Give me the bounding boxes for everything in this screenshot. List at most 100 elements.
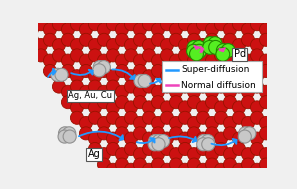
Circle shape [26,23,39,36]
Circle shape [206,64,219,77]
FancyBboxPatch shape [162,61,262,92]
Circle shape [243,127,256,140]
Circle shape [169,54,183,67]
Circle shape [51,68,64,81]
Circle shape [178,132,192,145]
Circle shape [106,80,119,93]
Circle shape [124,111,138,124]
Circle shape [97,60,110,74]
Circle shape [89,132,102,145]
Circle shape [97,54,110,67]
Circle shape [124,18,138,31]
Circle shape [43,33,56,46]
Circle shape [178,143,192,156]
Circle shape [250,49,263,62]
Circle shape [89,143,102,156]
Circle shape [233,101,246,114]
Circle shape [133,127,146,140]
Circle shape [233,143,246,156]
Circle shape [61,85,75,98]
Circle shape [34,39,48,52]
Circle shape [206,54,219,67]
Circle shape [187,40,201,54]
Circle shape [61,33,75,46]
Circle shape [241,158,255,171]
Circle shape [52,49,66,62]
Circle shape [116,148,129,161]
Circle shape [106,49,119,62]
Circle shape [61,54,75,67]
Circle shape [97,158,110,171]
Circle shape [124,101,138,114]
Circle shape [196,163,210,176]
Circle shape [192,40,206,54]
Circle shape [178,18,192,31]
Circle shape [260,116,273,129]
Circle shape [59,127,72,140]
Circle shape [206,23,219,36]
Circle shape [187,116,200,129]
Circle shape [233,49,246,62]
Circle shape [196,111,210,124]
Circle shape [196,39,210,52]
Circle shape [79,96,92,109]
Circle shape [187,54,200,67]
Circle shape [79,23,92,36]
Circle shape [217,44,230,57]
Circle shape [187,44,200,58]
Circle shape [196,143,210,156]
Circle shape [79,116,92,129]
Circle shape [152,135,165,148]
Circle shape [61,64,75,77]
Circle shape [160,70,173,83]
Circle shape [79,54,92,67]
Circle shape [250,143,263,156]
Circle shape [233,39,246,52]
Circle shape [70,70,83,83]
Circle shape [178,163,192,176]
Circle shape [124,80,138,93]
Circle shape [133,148,146,161]
Circle shape [157,135,170,148]
Circle shape [26,33,39,46]
Circle shape [143,163,156,176]
Circle shape [203,37,217,50]
Circle shape [178,49,192,62]
Circle shape [187,148,200,161]
Circle shape [148,138,161,151]
Circle shape [197,138,210,151]
Circle shape [260,85,273,98]
Circle shape [151,64,165,77]
Circle shape [58,130,71,143]
Circle shape [106,132,119,145]
Circle shape [106,39,119,52]
Circle shape [214,132,228,145]
Text: Pd: Pd [233,49,246,59]
Circle shape [148,135,162,148]
Circle shape [221,44,235,57]
Circle shape [260,148,273,161]
Circle shape [178,39,192,52]
Circle shape [214,111,228,124]
Circle shape [151,23,165,36]
Circle shape [52,18,66,31]
Circle shape [133,85,146,98]
Circle shape [203,40,217,54]
Circle shape [160,132,173,145]
Circle shape [133,54,146,67]
Circle shape [70,111,83,124]
Circle shape [134,74,147,88]
Circle shape [233,163,246,176]
Circle shape [106,143,119,156]
Circle shape [187,23,200,36]
Circle shape [70,18,83,31]
Circle shape [143,132,156,145]
Circle shape [106,18,119,31]
Circle shape [143,111,156,124]
Circle shape [223,33,236,46]
Circle shape [192,44,206,58]
Circle shape [214,39,228,52]
Circle shape [116,33,129,46]
Circle shape [233,70,246,83]
Circle shape [79,85,92,98]
